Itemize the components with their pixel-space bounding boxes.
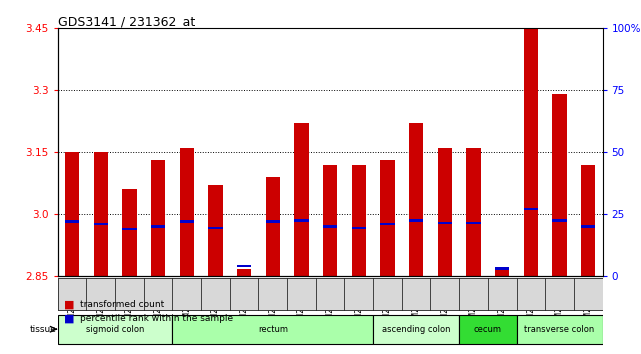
Text: ■: ■ (64, 299, 74, 309)
Bar (466, 148, 481, 276)
Bar (545, 278, 574, 310)
Text: ■: ■ (64, 314, 74, 324)
Bar (122, 228, 137, 230)
Bar (65, 152, 79, 276)
Bar (373, 278, 402, 310)
Bar (380, 223, 395, 225)
Bar (294, 219, 308, 222)
Bar (438, 148, 452, 276)
Bar (574, 278, 603, 310)
Bar (524, 28, 538, 276)
Bar (237, 269, 251, 276)
Bar (94, 223, 108, 225)
Bar (517, 278, 545, 310)
Text: transverse colon: transverse colon (524, 325, 595, 334)
Bar (581, 165, 595, 276)
Bar (517, 315, 603, 344)
Bar (495, 267, 510, 276)
Bar (237, 265, 251, 268)
Bar (94, 152, 108, 276)
Bar (122, 189, 137, 276)
Bar (58, 278, 87, 310)
Bar (115, 278, 144, 310)
Bar (172, 278, 201, 310)
Bar (151, 160, 165, 276)
Bar (229, 278, 258, 310)
Bar (208, 227, 222, 229)
Bar (151, 225, 165, 228)
Bar (409, 123, 423, 276)
Bar (488, 278, 517, 310)
Bar (58, 278, 603, 310)
Bar (323, 165, 337, 276)
Text: percentile rank within the sample: percentile rank within the sample (80, 314, 233, 323)
Bar (581, 225, 595, 228)
Bar (431, 278, 459, 310)
Bar (265, 221, 280, 223)
Bar (459, 315, 517, 344)
Text: rectum: rectum (258, 325, 288, 334)
Text: transformed count: transformed count (80, 300, 164, 309)
Bar (495, 268, 510, 270)
Bar (438, 222, 452, 224)
Bar (409, 219, 423, 222)
Bar (459, 278, 488, 310)
Text: ascending colon: ascending colon (382, 325, 451, 334)
Bar (287, 278, 316, 310)
Bar (380, 160, 395, 276)
Text: cecum: cecum (474, 325, 502, 334)
Bar (179, 221, 194, 223)
Bar (208, 185, 222, 276)
Bar (58, 315, 172, 344)
Bar (553, 219, 567, 222)
Bar (553, 95, 567, 276)
Bar (144, 278, 172, 310)
Bar (344, 278, 373, 310)
Bar (179, 148, 194, 276)
Bar (524, 208, 538, 211)
Bar (466, 222, 481, 224)
Text: GDS3141 / 231362_at: GDS3141 / 231362_at (58, 15, 195, 28)
Bar (352, 227, 366, 229)
Bar (294, 123, 308, 276)
Bar (373, 315, 459, 344)
Bar (87, 278, 115, 310)
Text: sigmoid colon: sigmoid colon (86, 325, 144, 334)
Bar (352, 165, 366, 276)
Bar (201, 278, 229, 310)
Bar (316, 278, 344, 310)
Bar (258, 278, 287, 310)
Bar (265, 177, 280, 276)
Bar (402, 278, 431, 310)
Bar (65, 221, 79, 223)
Text: tissue: tissue (29, 325, 56, 334)
Bar (172, 315, 373, 344)
Bar (323, 225, 337, 228)
